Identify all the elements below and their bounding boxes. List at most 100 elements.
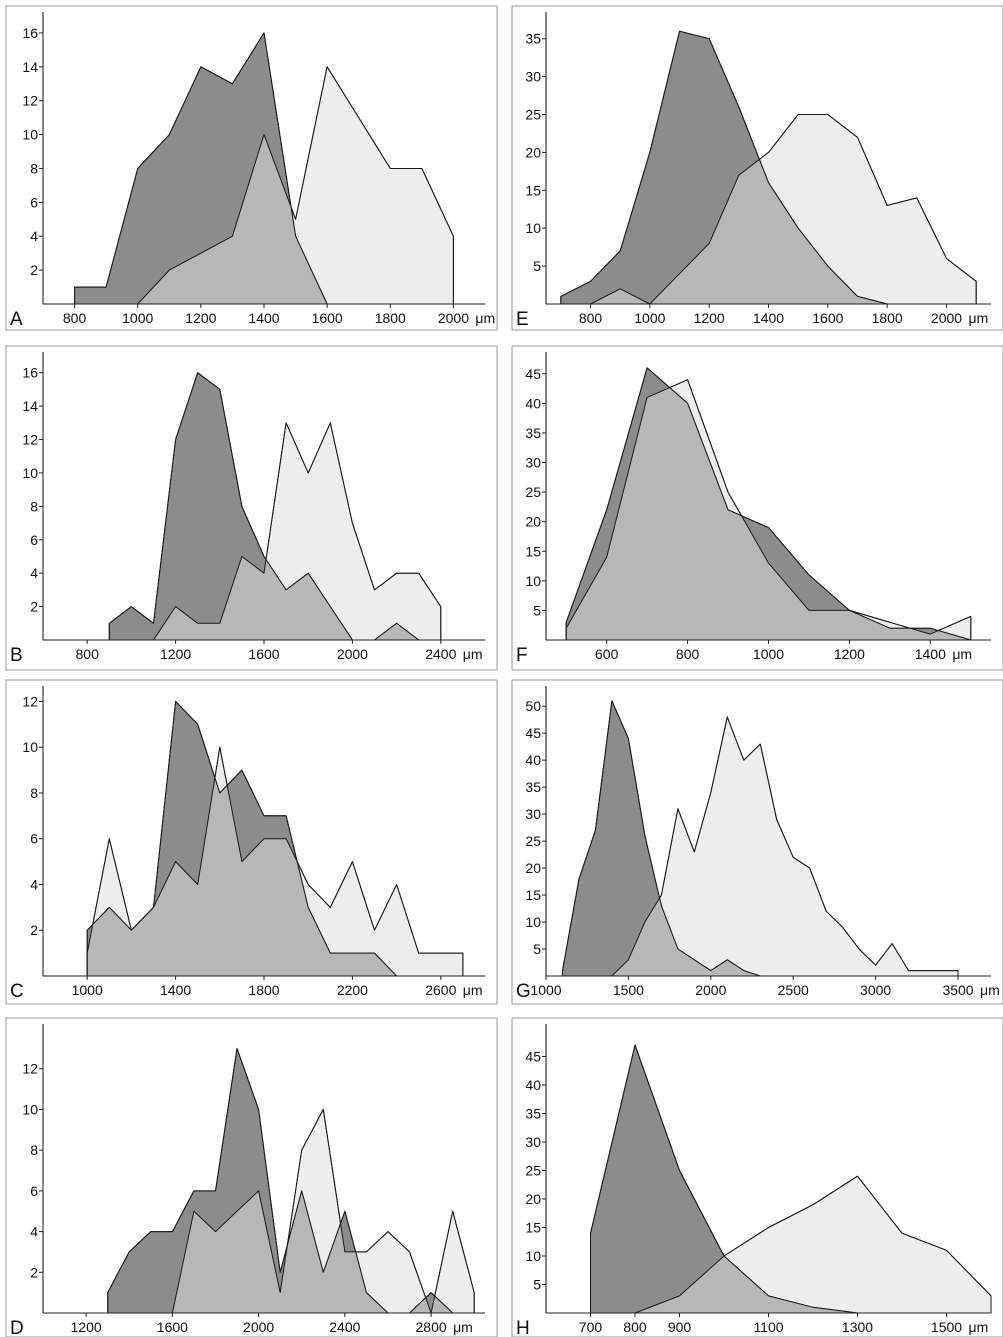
x-tick-label: 1400 xyxy=(160,982,191,998)
y-tick-label: 12 xyxy=(22,93,38,109)
x-tick-label: 1400 xyxy=(248,310,279,326)
x-unit-label: μm xyxy=(969,1319,989,1335)
x-tick-label: 2800 xyxy=(416,1319,447,1335)
x-tick-label: 900 xyxy=(668,1319,692,1335)
x-tick-label: 700 xyxy=(579,1319,603,1335)
x-tick-label: 2200 xyxy=(337,982,368,998)
y-tick-label: 30 xyxy=(525,69,541,85)
y-tick-label: 45 xyxy=(525,1049,541,1065)
x-tick-label: 1600 xyxy=(157,1319,188,1335)
y-tick-label: 2 xyxy=(30,599,38,615)
y-tick-label: 4 xyxy=(30,1224,38,1240)
x-tick-label: 1400 xyxy=(753,310,784,326)
y-tick-label: 2 xyxy=(30,1264,38,1280)
x-tick-label: 2500 xyxy=(778,982,809,998)
y-tick-label: 25 xyxy=(525,833,541,849)
y-tick-label: 16 xyxy=(22,25,38,41)
series-overlap-area xyxy=(566,379,971,640)
y-tick-label: 35 xyxy=(525,779,541,795)
y-tick-label: 20 xyxy=(525,1191,541,1207)
y-tick-label: 15 xyxy=(525,543,541,559)
y-tick-label: 14 xyxy=(22,59,38,75)
panel-a: 2 4 6 8 10 12 14 16 800 1000 1200 1400 1600 1800 2000 μ… xyxy=(5,5,498,331)
y-tick-label: 12 xyxy=(22,1061,38,1077)
x-tick-label: 1000 xyxy=(753,646,784,662)
panel-letter: H xyxy=(516,1318,530,1337)
y-tick-label: 2 xyxy=(30,922,38,938)
y-tick-label: 10 xyxy=(22,127,38,143)
panel-letter: C xyxy=(10,981,24,1002)
x-tick-label: 2000 xyxy=(695,982,726,998)
y-tick-label: 35 xyxy=(525,425,541,441)
x-unit-label: μm xyxy=(969,310,989,326)
x-tick-label: 2000 xyxy=(243,1319,274,1335)
panel-letter: F xyxy=(516,645,528,666)
y-tick-label: 5 xyxy=(533,1277,541,1293)
y-tick-label: 2 xyxy=(30,262,38,278)
series-dark-outline xyxy=(560,30,888,305)
series-light-outline xyxy=(565,379,972,640)
x-tick-label: 800 xyxy=(63,310,87,326)
x-tick-label: 1500 xyxy=(613,982,644,998)
x-unit-label: μm xyxy=(952,646,972,662)
y-tick-label: 8 xyxy=(30,785,38,801)
y-tick-label: 4 xyxy=(30,876,38,892)
panel-b: 2 4 6 8 10 12 14 16 800 1200 1600 2000 2400 μm B xyxy=(5,345,498,671)
y-tick-label: 10 xyxy=(525,1248,541,1264)
y-tick-label: 20 xyxy=(525,514,541,530)
panel-e: 5 10 15 20 25 30 35 800 1000 1200 1400 1600 1800 2000… xyxy=(511,5,1003,331)
x-tick-label: 1800 xyxy=(375,310,406,326)
series-light-outline xyxy=(590,114,977,305)
series-light-outline xyxy=(137,66,454,305)
y-tick-label: 5 xyxy=(533,941,541,957)
x-tick-label: 3000 xyxy=(860,982,891,998)
y-tick-label: 15 xyxy=(525,182,541,198)
y-tick-label: 4 xyxy=(30,565,38,581)
y-tick-label: 10 xyxy=(525,914,541,930)
series-light-outline xyxy=(153,422,442,641)
x-tick-label: 1200 xyxy=(834,646,865,662)
y-tick-label: 10 xyxy=(22,465,38,481)
series-dark-outline xyxy=(562,700,761,977)
y-tick-label: 10 xyxy=(525,573,541,589)
y-tick-label: 25 xyxy=(525,484,541,500)
x-tick-label: 1800 xyxy=(872,310,903,326)
x-tick-label: 800 xyxy=(623,1319,647,1335)
panel-frame xyxy=(511,1017,1003,1337)
panel-d: 2 4 6 8 10 12 1200 1600 2000 2400 2800 μm D xyxy=(5,1017,498,1337)
x-tick-label: 1000 xyxy=(634,310,665,326)
panel-frame xyxy=(511,345,1003,671)
y-tick-label: 10 xyxy=(22,739,38,755)
y-tick-label: 10 xyxy=(22,1101,38,1117)
x-unit-label: μm xyxy=(463,646,483,662)
series-light-outline xyxy=(634,1175,992,1314)
x-tick-label: 2000 xyxy=(337,646,368,662)
y-tick-label: 15 xyxy=(525,1220,541,1236)
y-tick-label: 35 xyxy=(525,31,541,47)
y-tick-label: 6 xyxy=(30,532,38,548)
y-tick-label: 15 xyxy=(525,887,541,903)
series-dark-outline xyxy=(590,1044,858,1314)
x-tick-label: 1000 xyxy=(122,310,153,326)
y-tick-label: 20 xyxy=(525,860,541,876)
panel-c: 2 4 6 8 10 12 1000 1400 1800 2200 2600 μm C xyxy=(5,679,498,1005)
x-tick-label: 600 xyxy=(595,646,619,662)
series-light-outline xyxy=(171,1108,475,1314)
panel-frame xyxy=(511,679,1003,1005)
y-tick-label: 50 xyxy=(525,698,541,714)
y-tick-label: 30 xyxy=(525,806,541,822)
panel-g: 5 10 15 20 25 30 35 40 45 50 1000 1500 2000 2500 3000 3… xyxy=(511,679,1003,1005)
x-tick-label: 2600 xyxy=(425,982,456,998)
panel-letter: E xyxy=(516,309,529,330)
y-tick-label: 14 xyxy=(22,398,38,414)
panel-frame xyxy=(511,5,1003,331)
x-tick-label: 1600 xyxy=(312,310,343,326)
x-tick-label: 3500 xyxy=(942,982,973,998)
y-tick-label: 20 xyxy=(525,144,541,160)
panel-frame xyxy=(5,1017,498,1337)
x-tick-label: 1200 xyxy=(160,646,191,662)
y-tick-label: 8 xyxy=(30,498,38,514)
x-tick-label: 1300 xyxy=(842,1319,873,1335)
x-tick-label: 1200 xyxy=(185,310,216,326)
